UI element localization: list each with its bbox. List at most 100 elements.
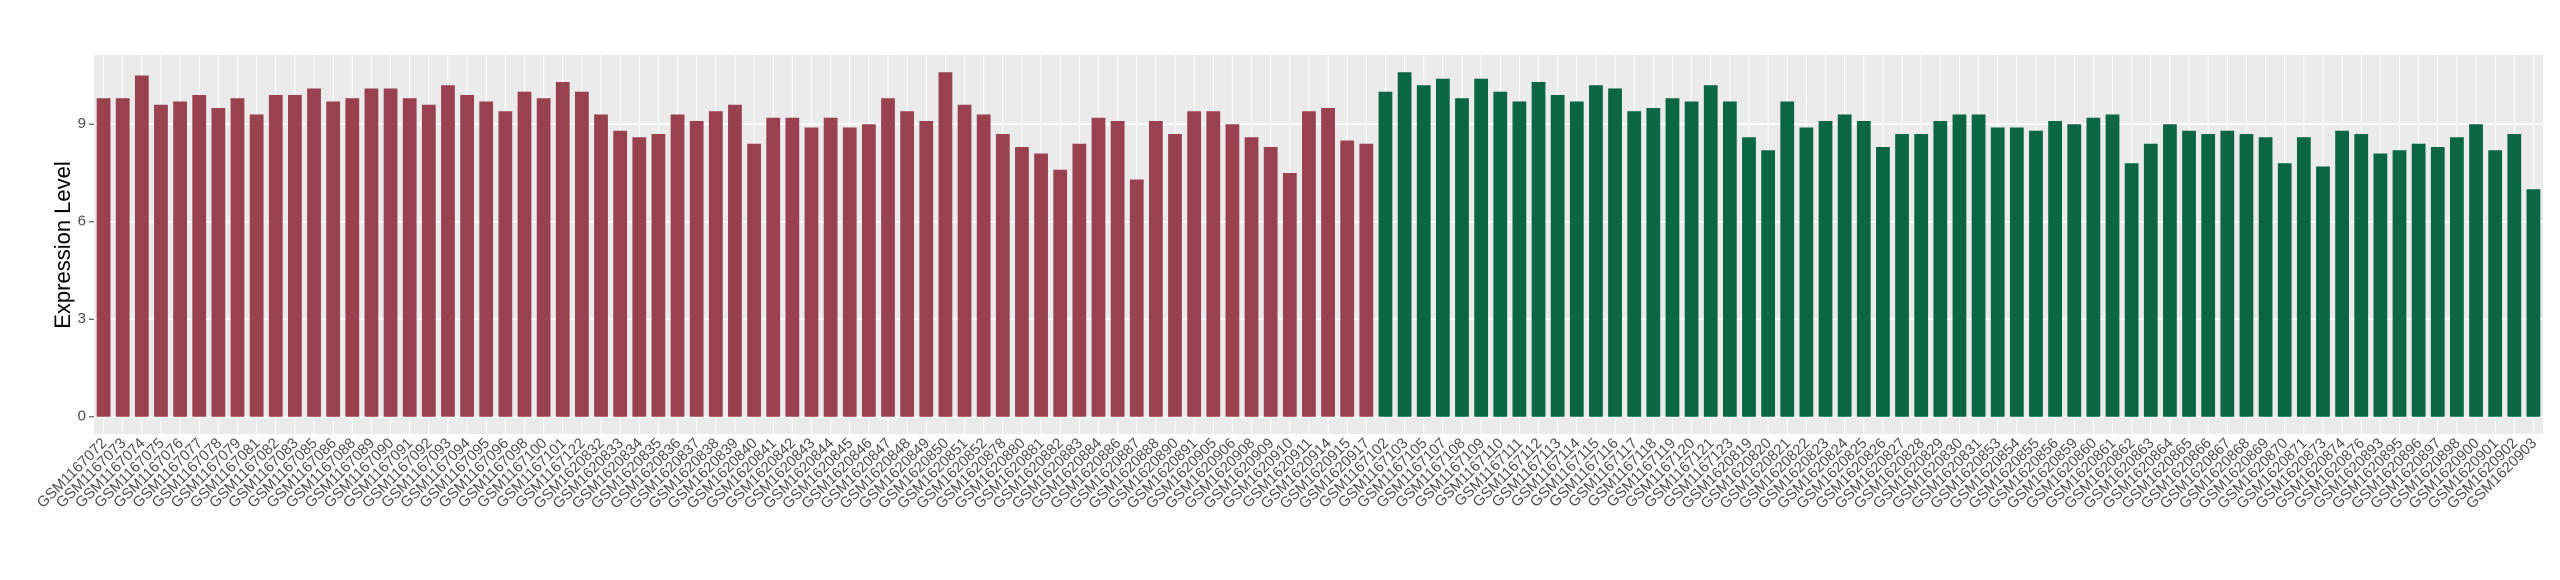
bar [555, 81, 570, 417]
bar [1646, 107, 1661, 417]
bar [995, 133, 1010, 417]
bar [536, 98, 551, 417]
bar [708, 111, 723, 417]
bar [2258, 137, 2273, 417]
bar [1321, 107, 1335, 417]
bar [115, 98, 130, 417]
bar [2182, 130, 2196, 417]
bar [1435, 78, 1450, 417]
bar [96, 98, 111, 417]
y-tick-label: 3 [78, 310, 86, 327]
bar [2029, 130, 2043, 417]
bar [900, 111, 915, 417]
bar [2086, 117, 2101, 417]
bar [2392, 150, 2407, 417]
bar [1263, 146, 1278, 417]
bar [479, 101, 494, 417]
bar [2488, 150, 2503, 417]
bar [861, 124, 876, 417]
bar [1742, 137, 1756, 417]
bar [2450, 137, 2464, 417]
bar [2163, 124, 2177, 417]
bar [517, 91, 532, 417]
bar [1493, 91, 1508, 417]
bar [1569, 101, 1584, 417]
bar [192, 94, 207, 417]
bar [632, 137, 647, 417]
bar [1512, 101, 1527, 417]
bar [1187, 111, 1202, 417]
bar [211, 107, 226, 417]
bar [1818, 120, 1833, 417]
bar [2373, 153, 2388, 417]
bar [1378, 91, 1393, 417]
bar [1168, 133, 1182, 417]
bar [1914, 133, 1929, 417]
bar [1627, 111, 1642, 417]
bar [1474, 78, 1489, 417]
bar [1684, 101, 1699, 417]
bar [957, 104, 972, 417]
bar [2335, 130, 2349, 417]
bar [1034, 153, 1048, 417]
bar [728, 104, 742, 417]
bar [1780, 101, 1795, 417]
bar [976, 114, 991, 417]
bar [2469, 124, 2483, 417]
bar [1895, 133, 1909, 417]
bar [2507, 133, 2522, 417]
bar [1091, 117, 1106, 417]
bar [154, 104, 168, 417]
bar [421, 104, 436, 417]
bar [1244, 137, 1259, 417]
bar [1206, 111, 1221, 417]
bar [2277, 163, 2292, 417]
bar [1722, 101, 1737, 417]
bar [307, 88, 321, 417]
bar [2143, 143, 2158, 417]
bar [1302, 111, 1316, 417]
bar [1282, 172, 1297, 417]
bar [2239, 133, 2254, 417]
bar [1799, 127, 1814, 417]
bar [2067, 124, 2082, 417]
bar [402, 98, 417, 417]
bar [1072, 143, 1087, 417]
bar [823, 117, 838, 417]
bar [1397, 72, 1412, 417]
bar [919, 120, 934, 417]
bar [1110, 120, 1125, 417]
bar [1952, 114, 1967, 417]
bar [1876, 146, 1890, 417]
bar [460, 94, 474, 417]
bar [1990, 127, 2005, 417]
bar [1340, 140, 1355, 417]
bar [1416, 85, 1431, 417]
bar [804, 127, 819, 417]
bar [785, 117, 800, 417]
bar [766, 117, 781, 417]
bar [1015, 146, 1029, 417]
bar [2316, 166, 2330, 417]
bar [651, 133, 666, 417]
bar [1053, 169, 1068, 417]
bar [2220, 130, 2235, 417]
bar [2201, 133, 2216, 417]
bar [1225, 124, 1240, 417]
bar [441, 85, 455, 417]
bar [1703, 85, 1718, 417]
bar [938, 72, 953, 417]
bar [1665, 98, 1680, 417]
bar [1856, 120, 1871, 417]
bar [594, 114, 608, 417]
bar [2105, 114, 2120, 417]
bar [173, 101, 187, 417]
bar [2124, 163, 2139, 417]
bar [2296, 137, 2311, 417]
y-tick-label: 9 [78, 115, 86, 132]
bar [383, 88, 398, 417]
bar [574, 91, 589, 417]
bar [689, 120, 704, 417]
bar [1608, 88, 1622, 417]
